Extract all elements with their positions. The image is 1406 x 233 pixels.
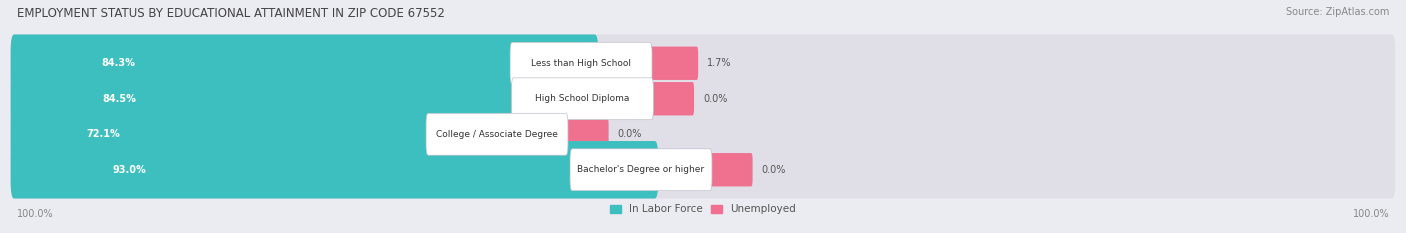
- Text: 1.7%: 1.7%: [707, 58, 731, 68]
- FancyBboxPatch shape: [512, 78, 654, 120]
- Text: High School Diploma: High School Diploma: [536, 94, 630, 103]
- Text: 72.1%: 72.1%: [87, 129, 121, 139]
- Text: 0.0%: 0.0%: [703, 94, 727, 104]
- FancyBboxPatch shape: [11, 34, 599, 92]
- Text: 100.0%: 100.0%: [1353, 209, 1389, 219]
- FancyBboxPatch shape: [11, 70, 1395, 127]
- FancyBboxPatch shape: [648, 47, 699, 80]
- FancyBboxPatch shape: [426, 113, 568, 155]
- Text: 0.0%: 0.0%: [762, 165, 786, 175]
- Text: 84.5%: 84.5%: [101, 94, 136, 104]
- Text: Source: ZipAtlas.com: Source: ZipAtlas.com: [1285, 7, 1389, 17]
- Text: College / Associate Degree: College / Associate Degree: [436, 130, 558, 139]
- FancyBboxPatch shape: [11, 141, 658, 199]
- FancyBboxPatch shape: [510, 42, 652, 84]
- Text: Bachelor's Degree or higher: Bachelor's Degree or higher: [578, 165, 704, 174]
- FancyBboxPatch shape: [650, 82, 695, 115]
- FancyBboxPatch shape: [569, 149, 711, 191]
- FancyBboxPatch shape: [11, 106, 515, 163]
- Text: 100.0%: 100.0%: [17, 209, 53, 219]
- FancyBboxPatch shape: [11, 106, 1395, 163]
- FancyBboxPatch shape: [565, 118, 609, 151]
- FancyBboxPatch shape: [709, 153, 752, 186]
- Text: 84.3%: 84.3%: [101, 58, 135, 68]
- FancyBboxPatch shape: [11, 34, 1395, 92]
- Text: 93.0%: 93.0%: [112, 165, 146, 175]
- Text: 0.0%: 0.0%: [617, 129, 643, 139]
- Legend: In Labor Force, Unemployed: In Labor Force, Unemployed: [606, 200, 800, 219]
- Text: Less than High School: Less than High School: [531, 59, 631, 68]
- Text: EMPLOYMENT STATUS BY EDUCATIONAL ATTAINMENT IN ZIP CODE 67552: EMPLOYMENT STATUS BY EDUCATIONAL ATTAINM…: [17, 7, 444, 20]
- FancyBboxPatch shape: [11, 141, 1395, 199]
- FancyBboxPatch shape: [11, 70, 599, 127]
